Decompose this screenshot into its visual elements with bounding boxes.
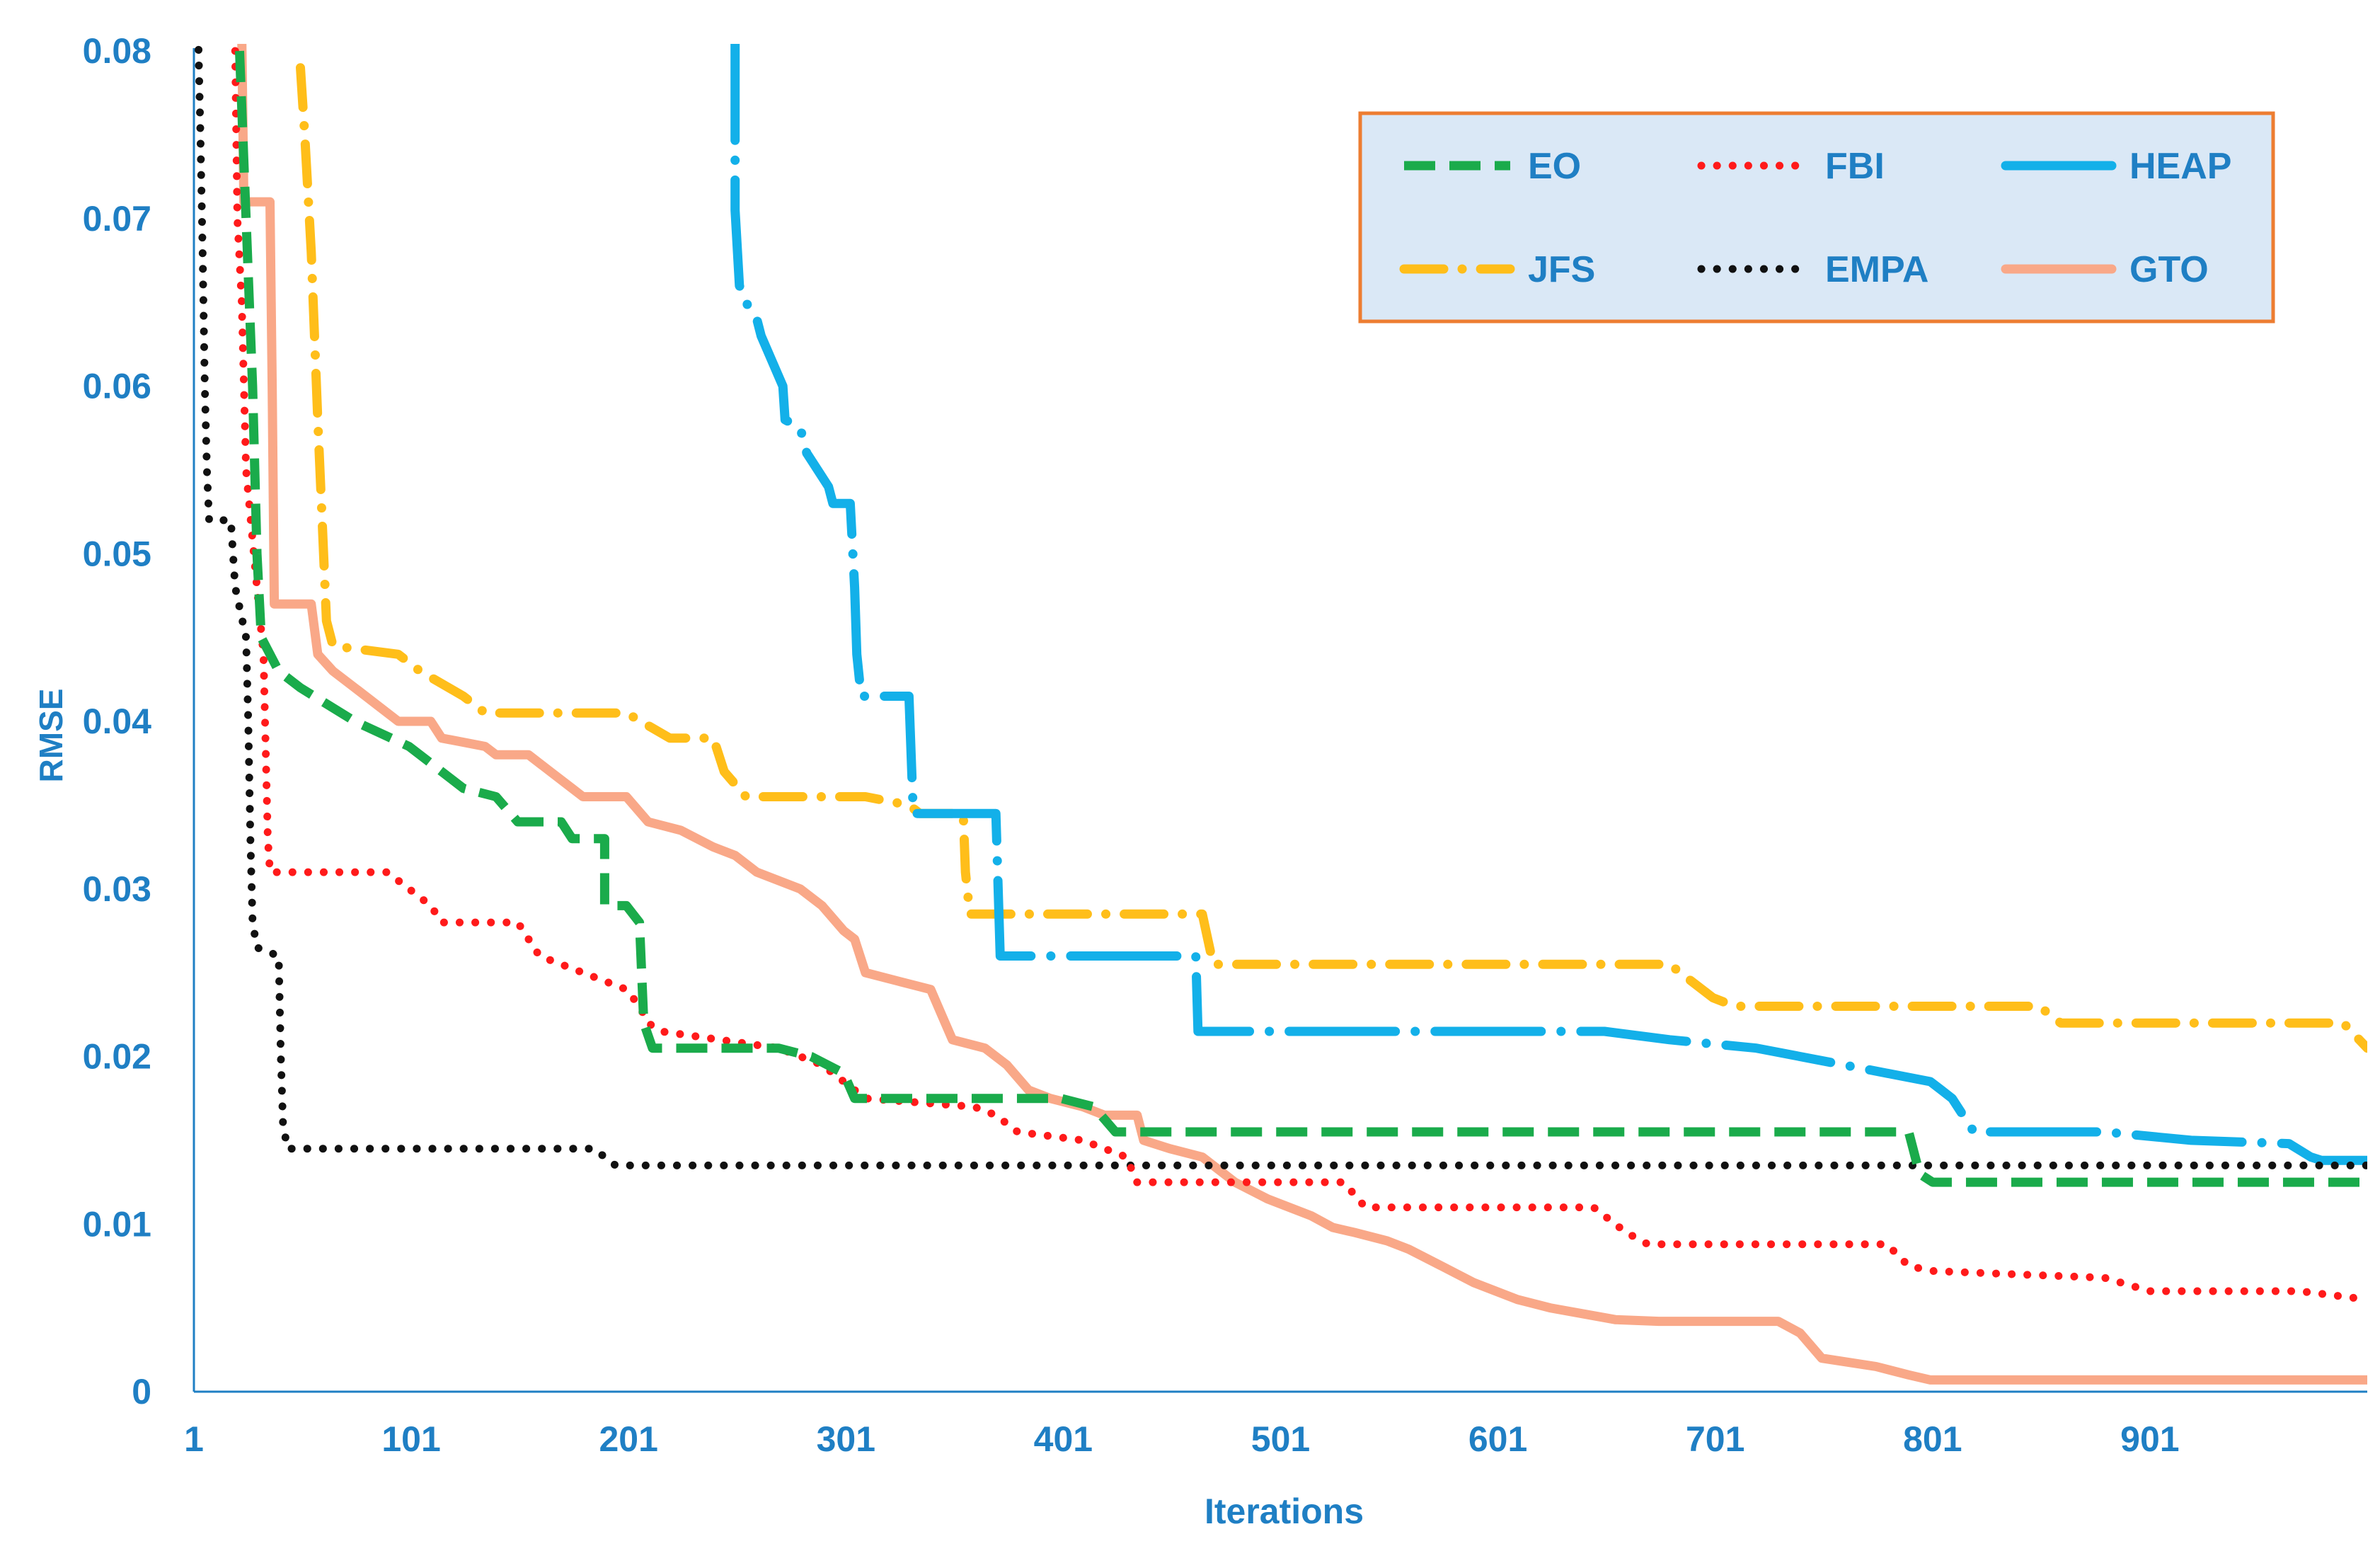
y-tick-label: 0.04 (83, 702, 152, 741)
legend-label-heap: HEAP (2129, 146, 2231, 187)
legend-label-jfs: JFS (1528, 249, 1595, 290)
y-tick-label: 0.05 (83, 534, 151, 573)
x-tick-label: 501 (1251, 1419, 1310, 1459)
x-tick-label: 801 (1903, 1419, 1962, 1459)
tick-labels: 1 101 201 301 401 501 601 701 801 901 0 0.01 0.02 0.0… (83, 31, 2180, 1459)
x-tick-label: 201 (599, 1419, 657, 1459)
x-tick-label: 901 (2120, 1419, 2179, 1459)
legend-box (1358, 111, 2275, 323)
y-tick-label: 0.06 (83, 367, 151, 406)
x-tick-label: 1 (184, 1419, 204, 1459)
x-tick-label: 101 (381, 1419, 440, 1459)
axes (192, 48, 2367, 1393)
y-tick-label: 0.03 (83, 869, 151, 909)
x-tick-label: 701 (1686, 1419, 1744, 1459)
x-tick-label: 601 (1468, 1419, 1527, 1459)
series-line-heap (730, 44, 2367, 1165)
y-tick-label: 0.08 (83, 31, 151, 71)
legend-label-gto: GTO (2129, 249, 2209, 290)
y-tick-label: 0.01 (83, 1204, 151, 1244)
y-axis-title: RMSE (33, 689, 69, 783)
series-line-eo (235, 50, 2367, 1187)
series-line-jfs (296, 63, 2367, 1053)
legend-label-eo: EO (1528, 146, 1581, 187)
y-tick-label: 0.02 (83, 1037, 151, 1077)
x-tick-label: 401 (1034, 1419, 1093, 1459)
y-tick-label: 0.07 (83, 199, 151, 239)
legend-label-empa: EMPA (1825, 249, 1928, 290)
x-tick-label: 301 (817, 1419, 875, 1459)
x-axis-title: Iterations (1205, 1491, 1364, 1531)
series-line-gto (237, 44, 2367, 1385)
series-line-empa (194, 44, 2367, 1169)
series-line-fbi (231, 47, 2367, 1304)
series-lines (194, 44, 2367, 1385)
y-tick-label: 0 (132, 1372, 151, 1412)
legend-label-fbi: FBI (1825, 146, 1885, 187)
legend: EO FBI HEAP JFS EMPA GTO (1358, 111, 2275, 323)
